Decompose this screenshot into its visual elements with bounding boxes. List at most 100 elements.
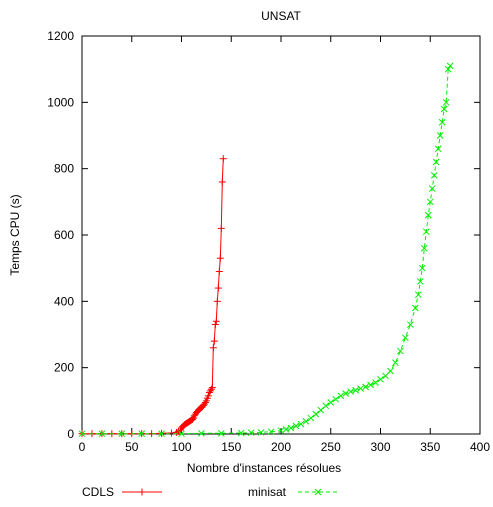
data-point-minisat (362, 383, 369, 391)
data-point-minisat (430, 171, 438, 179)
data-point-minisat (418, 264, 426, 272)
data-point-minisat (406, 321, 414, 328)
data-point-minisat (198, 429, 205, 437)
data-point-minisat (322, 402, 330, 410)
data-point-minisat (312, 410, 320, 418)
x-tick-label: 400 (470, 440, 490, 454)
data-point-cdls (217, 224, 225, 232)
data-point-minisat (402, 334, 409, 342)
data-point-minisat (78, 430, 86, 438)
axis-ticks: 0 50 100 150 200 250 300 350 400 0 200 400 600 800 100… (47, 29, 490, 454)
x-tick-label: 150 (221, 440, 241, 454)
data-point-cdls (204, 392, 212, 400)
data-point-minisat (347, 388, 355, 395)
data-point-minisat (422, 228, 430, 236)
chart-title: UNSAT (261, 9, 301, 23)
legend: CDLS minisat (82, 485, 338, 499)
data-point-minisat (138, 430, 146, 438)
data-point-cdls (218, 178, 226, 186)
series-minisat (78, 62, 454, 438)
data-point-minisat (428, 185, 436, 192)
y-tick-label: 200 (54, 361, 74, 375)
data-point-minisat (118, 430, 126, 438)
series-line-minisat (82, 65, 451, 435)
data-point-minisat (247, 429, 255, 437)
data-point-minisat (357, 385, 364, 392)
data-point-minisat (426, 198, 434, 206)
data-point-minisat (414, 291, 422, 299)
legend-label-minisat: minisat (248, 485, 287, 499)
data-point-minisat (434, 145, 442, 153)
data-point-minisat (352, 386, 359, 394)
data-point-minisat (444, 65, 452, 73)
data-point-minisat (420, 244, 428, 252)
x-axis-label: Nombre d'instances résolues (187, 461, 341, 475)
data-point-minisat (416, 278, 424, 285)
data-point-minisat (438, 118, 446, 126)
data-point-minisat (440, 105, 448, 113)
data-point-minisat (342, 390, 350, 397)
x-tick-label: 350 (420, 440, 440, 454)
data-point-cdls (212, 317, 220, 325)
data-point-cdls (213, 297, 221, 305)
data-point-minisat (392, 359, 399, 367)
data-point-minisat (178, 430, 185, 438)
data-point-minisat (267, 428, 275, 436)
data-point-minisat (411, 304, 419, 312)
plot-frame (81, 35, 481, 435)
data-point-minisat (446, 62, 454, 70)
y-tick-label: 600 (54, 228, 74, 242)
data-point-cdls (188, 415, 196, 423)
data-point-cdls (210, 337, 218, 345)
x-tick-label: 50 (125, 440, 139, 454)
y-tick-label: 0 (67, 427, 74, 441)
y-tick-label: 1200 (47, 29, 74, 43)
legend-label-cdls: CDLS (82, 485, 114, 499)
data-point-minisat (282, 426, 290, 433)
data-point-cdls (168, 429, 176, 437)
x-tick-label: 200 (271, 440, 291, 454)
legend-marker-cdls (138, 488, 146, 496)
data-point-minisat (367, 381, 374, 389)
data-point-minisat (217, 429, 225, 437)
legend-marker-minisat (314, 488, 322, 496)
x-tick-label: 250 (321, 440, 341, 454)
data-point-minisat (257, 428, 265, 436)
data-point-minisat (307, 414, 315, 422)
data-point-minisat (277, 427, 285, 435)
series-cdls (78, 155, 227, 438)
y-tick-label: 800 (54, 162, 74, 176)
data-point-minisat (377, 375, 384, 383)
data-point-cdls (208, 384, 216, 392)
data-point-minisat (302, 418, 310, 425)
data-point-cdls (215, 267, 223, 275)
data-point-minisat (327, 399, 335, 406)
data-point-minisat (337, 392, 345, 400)
data-point-cdls (209, 344, 217, 352)
y-axis-label: Temps CPU (s) (8, 194, 22, 275)
data-point-minisat (158, 430, 165, 438)
data-point-minisat (287, 424, 295, 432)
x-tick-label: 300 (370, 440, 390, 454)
data-point-cdls (214, 284, 222, 292)
data-point-minisat (98, 430, 106, 438)
data-point-cdls (211, 321, 219, 329)
data-point-minisat (442, 98, 450, 106)
data-point-minisat (424, 211, 432, 219)
data-point-minisat (432, 158, 440, 166)
data-point-minisat (292, 422, 300, 430)
data-point-cdls (207, 385, 215, 393)
data-point-minisat (397, 347, 404, 355)
data-point-minisat (297, 420, 305, 428)
data-point-cdls (219, 155, 227, 163)
y-tick-label: 400 (54, 294, 74, 308)
data-point-minisat (436, 132, 444, 139)
data-point-minisat (387, 367, 394, 375)
data-point-minisat (372, 379, 379, 386)
x-tick-label: 100 (171, 440, 191, 454)
series-line-cdls (82, 158, 224, 435)
y-tick-label: 1000 (47, 95, 74, 109)
series-layer (78, 62, 454, 438)
data-point-minisat (332, 395, 340, 403)
